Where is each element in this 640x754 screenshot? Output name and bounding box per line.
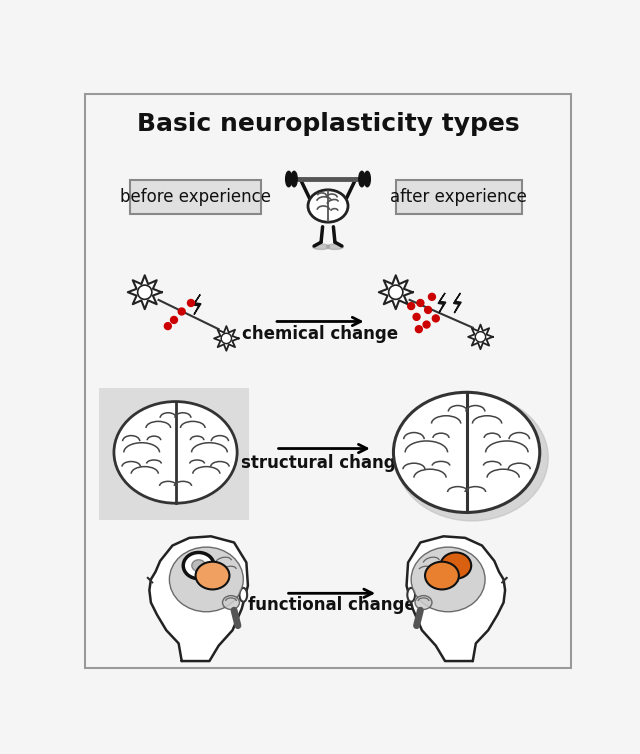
FancyBboxPatch shape [131, 179, 260, 213]
Ellipse shape [183, 553, 214, 578]
Ellipse shape [415, 596, 432, 609]
Text: functional change: functional change [248, 596, 416, 614]
Ellipse shape [308, 190, 348, 222]
Circle shape [413, 314, 420, 320]
Polygon shape [438, 293, 446, 313]
Circle shape [388, 285, 403, 299]
Ellipse shape [285, 171, 292, 187]
Circle shape [408, 302, 415, 310]
Ellipse shape [425, 562, 459, 590]
Polygon shape [214, 326, 239, 351]
Circle shape [423, 321, 430, 328]
Ellipse shape [411, 547, 485, 611]
Ellipse shape [359, 171, 365, 187]
Ellipse shape [396, 394, 548, 521]
Polygon shape [406, 536, 505, 661]
Ellipse shape [192, 559, 205, 572]
Circle shape [415, 326, 422, 333]
Polygon shape [149, 536, 248, 661]
Circle shape [221, 333, 232, 344]
Polygon shape [193, 295, 201, 314]
Bar [99, 388, 249, 520]
Polygon shape [468, 324, 493, 349]
Polygon shape [379, 275, 413, 309]
Circle shape [138, 285, 152, 299]
Ellipse shape [326, 244, 344, 250]
Circle shape [476, 332, 486, 342]
Text: structural change: structural change [241, 454, 407, 472]
Circle shape [164, 323, 172, 329]
Text: before experience: before experience [120, 188, 271, 206]
Ellipse shape [312, 244, 330, 250]
Circle shape [170, 317, 177, 323]
Ellipse shape [394, 392, 540, 513]
Circle shape [424, 306, 431, 314]
Ellipse shape [114, 402, 237, 503]
Ellipse shape [291, 171, 297, 187]
Text: after experience: after experience [390, 188, 527, 206]
Ellipse shape [170, 547, 243, 611]
Ellipse shape [440, 553, 471, 578]
Ellipse shape [196, 562, 230, 590]
Circle shape [188, 299, 195, 306]
Polygon shape [454, 293, 461, 313]
Circle shape [429, 293, 435, 300]
Polygon shape [128, 275, 162, 309]
Text: chemical change: chemical change [242, 325, 398, 343]
Text: Basic neuroplasticity types: Basic neuroplasticity types [137, 112, 519, 136]
Circle shape [417, 299, 424, 306]
Ellipse shape [364, 171, 371, 187]
FancyBboxPatch shape [396, 179, 522, 213]
Circle shape [178, 308, 185, 315]
Circle shape [433, 315, 439, 322]
Ellipse shape [223, 596, 239, 609]
Ellipse shape [407, 588, 415, 602]
Ellipse shape [239, 588, 247, 602]
